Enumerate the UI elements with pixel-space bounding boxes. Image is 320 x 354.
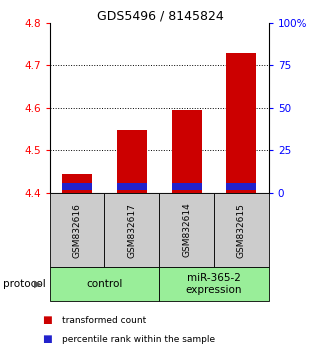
Bar bbox=[50, 267, 159, 301]
Text: GSM832616: GSM832616 bbox=[73, 202, 82, 258]
Bar bbox=[226, 183, 256, 189]
Text: transformed count: transformed count bbox=[62, 316, 147, 325]
Bar bbox=[117, 183, 147, 189]
Bar bbox=[62, 174, 92, 193]
Bar bbox=[117, 130, 147, 193]
Text: ■: ■ bbox=[42, 315, 51, 325]
Bar bbox=[159, 193, 214, 267]
Text: control: control bbox=[86, 279, 123, 289]
Bar bbox=[62, 183, 92, 189]
Bar bbox=[214, 193, 269, 267]
Bar bbox=[50, 193, 104, 267]
Text: GSM832615: GSM832615 bbox=[237, 202, 246, 258]
Text: ▶: ▶ bbox=[34, 279, 42, 289]
Text: GDS5496 / 8145824: GDS5496 / 8145824 bbox=[97, 10, 223, 23]
Text: GSM832617: GSM832617 bbox=[127, 202, 136, 258]
Text: protocol: protocol bbox=[3, 279, 46, 289]
Text: percentile rank within the sample: percentile rank within the sample bbox=[62, 335, 216, 344]
Bar bbox=[159, 267, 269, 301]
Text: ■: ■ bbox=[42, 334, 51, 344]
Text: GSM832614: GSM832614 bbox=[182, 203, 191, 257]
Text: miR-365-2
expression: miR-365-2 expression bbox=[186, 273, 242, 295]
Bar bbox=[104, 193, 159, 267]
Bar bbox=[172, 183, 202, 189]
Bar bbox=[226, 53, 256, 193]
Bar bbox=[172, 110, 202, 193]
